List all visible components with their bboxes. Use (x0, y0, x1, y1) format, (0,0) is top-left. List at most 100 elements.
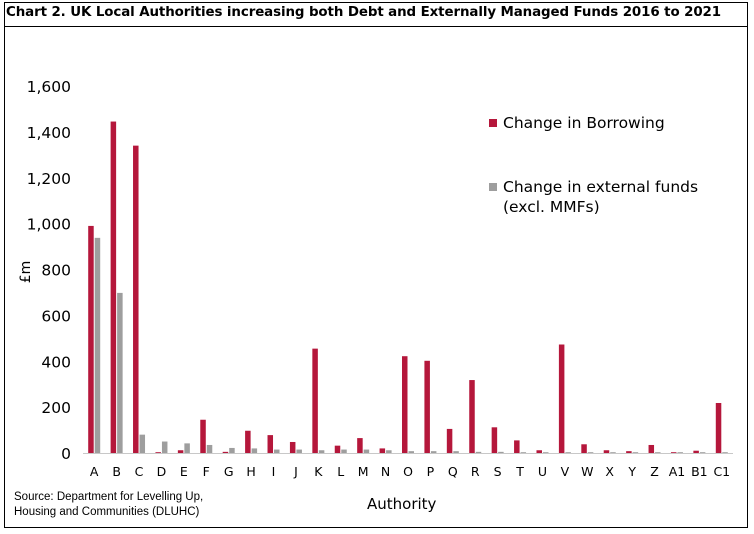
x-tick-label: L (337, 464, 344, 479)
bar-borrowing-X (603, 450, 610, 453)
bar-borrowing-K (312, 348, 318, 453)
bar-borrowing-G (222, 451, 229, 453)
legend-swatch-borrowing (489, 119, 497, 127)
bar-borrowing-O (402, 356, 408, 453)
bar-borrowing-V (558, 344, 565, 453)
x-tick-label: Q (448, 464, 458, 479)
bar-borrowing-I (267, 435, 274, 453)
bar-external-A1 (677, 452, 683, 453)
bar-borrowing-P (424, 360, 430, 453)
x-tick-label: D (157, 464, 167, 479)
x-tick-label: N (381, 464, 390, 479)
x-tick-label: Z (650, 464, 659, 479)
x-tick-label: A (90, 464, 99, 479)
bar-external-L (341, 449, 347, 453)
bar-external-H (251, 448, 258, 453)
bar-borrowing-B1 (693, 450, 699, 453)
legend-label-external: Change in external funds (excl. MMFs) (503, 178, 699, 216)
x-tick-label: M (358, 464, 369, 479)
source-line-1: Source: Department for Levelling Up, (14, 491, 204, 503)
bar-borrowing-F (200, 419, 206, 453)
bar-borrowing-L (334, 445, 341, 453)
bar-borrowing-D (155, 452, 161, 453)
bar-borrowing-H (245, 430, 251, 453)
bar-external-V (565, 452, 571, 453)
y-tick-label: 1,200 (27, 170, 71, 188)
bar-borrowing-B (110, 121, 117, 453)
y-axis: 0 200 400 600 800 1,000 1,200 1,400 1,600 (27, 78, 71, 463)
x-tick-label: C1 (713, 464, 730, 479)
bar-external-O (408, 451, 414, 453)
bar-borrowing-T (514, 440, 520, 453)
bars (88, 121, 728, 453)
x-tick-label: K (314, 464, 323, 479)
bar-external-G (229, 447, 235, 453)
x-tick-label: O (403, 464, 413, 479)
bar-external-X (610, 452, 616, 453)
bar-borrowing-E (177, 450, 184, 453)
x-tick-label: R (471, 464, 480, 479)
x-tick-label: V (561, 464, 570, 479)
x-tick-label: F (203, 464, 210, 479)
x-tick-label: T (515, 464, 524, 479)
bar-borrowing-Q (446, 428, 453, 453)
bar-external-U (542, 452, 549, 453)
bar-external-A (94, 237, 101, 453)
x-tick-label: G (224, 464, 234, 479)
y-tick-label: 1,600 (27, 78, 71, 96)
bar-borrowing-Z (648, 444, 655, 453)
y-axis-label: £m (18, 260, 34, 284)
x-tick-label: A1 (669, 464, 686, 479)
legend-swatch-external (489, 183, 497, 191)
bar-borrowing-N (379, 448, 386, 453)
bar-external-M (363, 449, 370, 453)
bar-borrowing-S (491, 427, 498, 453)
bar-external-J (296, 449, 302, 453)
bar-borrowing-M (357, 438, 363, 453)
bar-borrowing-Y (626, 451, 632, 453)
y-tick-label: 1,000 (27, 216, 71, 234)
x-tick-label: S (494, 464, 502, 479)
bar-external-D (161, 441, 168, 453)
bar-external-N (386, 450, 392, 453)
x-tick-label: C (135, 464, 144, 479)
bar-borrowing-C (133, 145, 139, 453)
x-tick-label: Y (627, 464, 636, 479)
source-line-2: Housing and Communities (DLUHC) (14, 506, 200, 518)
bar-borrowing-U (536, 450, 542, 453)
y-tick-label: 600 (41, 307, 71, 325)
bar-external-F (206, 444, 213, 453)
bar-external-R (475, 451, 482, 453)
y-tick-label: 1,400 (27, 124, 71, 142)
bar-borrowing-W (581, 444, 587, 453)
legend-label-borrowing: Change in Borrowing (503, 114, 665, 132)
bar-external-W (587, 452, 594, 453)
bar-external-C (139, 434, 146, 453)
x-tick-label: H (246, 464, 255, 479)
bar-borrowing-J (289, 441, 296, 453)
x-tick-label: B (112, 464, 121, 479)
y-tick-label: 400 (41, 353, 71, 371)
y-tick-label: 800 (41, 262, 71, 280)
x-tick-label: P (427, 464, 435, 479)
bar-external-Y (632, 452, 639, 453)
bar-external-B (117, 292, 123, 453)
x-axis: A B C D E F G H I J K L M N O P Q R S T U V W X Y Z A1 B1 C1 (83, 453, 733, 479)
source-note: Source: Department for Levelling Up, Hou… (14, 490, 203, 520)
chart-title: Chart 2. UK Local Authorities increasing… (6, 5, 721, 20)
x-axis-label: Authority (367, 495, 437, 513)
y-tick-label: 0 (61, 445, 71, 463)
x-tick-label: E (180, 464, 188, 479)
bar-external-B1 (699, 452, 706, 453)
x-tick-label: U (538, 464, 547, 479)
bar-borrowing-A1 (670, 452, 677, 453)
title-divider (4, 26, 748, 27)
chart-frame (4, 2, 748, 528)
bar-external-I (274, 449, 280, 453)
legend-item-external: Change in external funds (excl. MMFs) (489, 177, 725, 217)
bar-borrowing-C1 (715, 402, 722, 453)
bar-external-C1 (722, 452, 728, 453)
x-tick-label: J (293, 464, 298, 479)
x-tick-label: W (581, 464, 593, 479)
